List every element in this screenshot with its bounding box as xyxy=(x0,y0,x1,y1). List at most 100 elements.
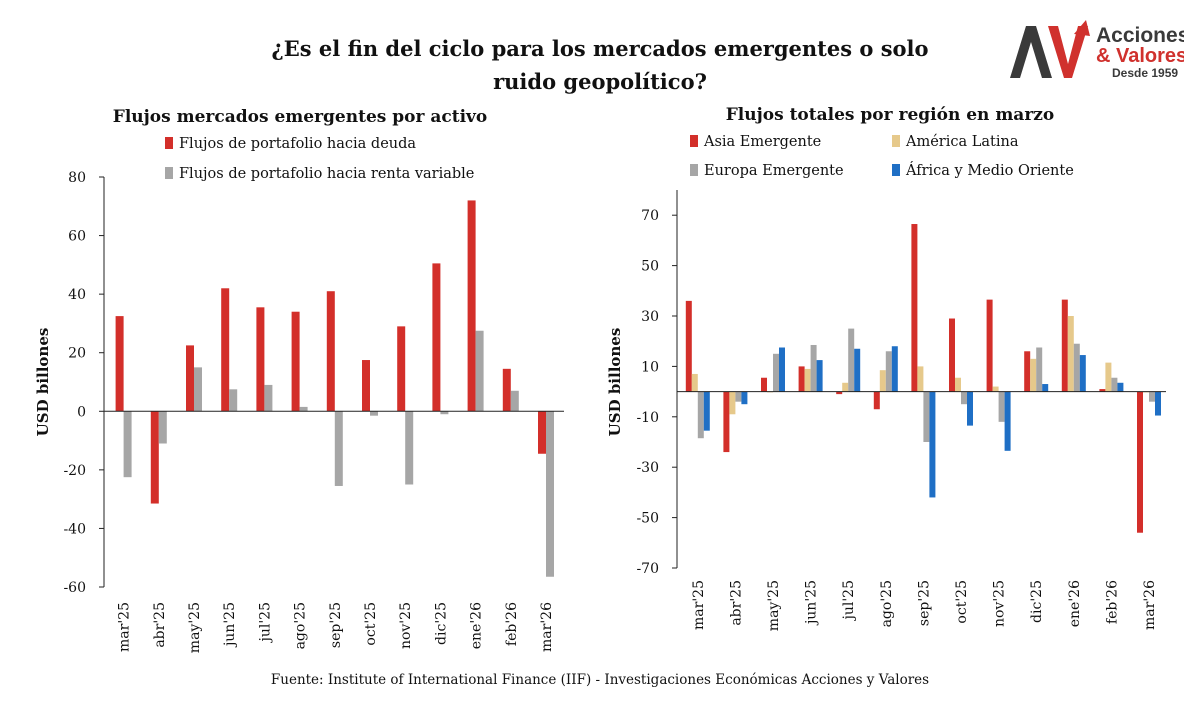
right-bar-2-5 xyxy=(842,382,849,392)
left-chart-title: Flujos mercados emergentes por activo xyxy=(112,107,488,127)
left-y-tick-label: -40 xyxy=(63,521,86,537)
right-legend-swatch-1 xyxy=(690,135,698,147)
right-x-tick-label: dic'25 xyxy=(1029,580,1045,623)
right-y-tick-label: -50 xyxy=(636,511,659,527)
right-bar-1-10 xyxy=(1024,351,1031,392)
left-bar-2-9 xyxy=(405,411,414,485)
right-bar-2-10 xyxy=(1030,358,1037,392)
right-x-tick-label: nov'25 xyxy=(992,580,1008,627)
main-title-line2: ruido geopolítico? xyxy=(493,69,707,94)
right-y-tick-label: 10 xyxy=(641,359,659,375)
right-bar-4-6 xyxy=(891,346,898,392)
left-bar-2-10 xyxy=(440,411,449,415)
left-legend-swatch-2 xyxy=(165,167,173,179)
right-bar-2-6 xyxy=(879,370,886,392)
source-note: Fuente: Institute of International Finan… xyxy=(270,672,930,688)
right-bar-1-13 xyxy=(1137,391,1143,533)
left-bar-1-2 xyxy=(150,411,159,504)
left-y-axis-title: USD billones xyxy=(34,328,52,437)
right-bar-1-7 xyxy=(911,224,918,392)
right-bar-3-4 xyxy=(810,344,817,392)
right-bar-3-2 xyxy=(735,391,742,402)
left-bar-2-13 xyxy=(546,411,554,577)
right-legend-label-3: Europa Emergente xyxy=(704,163,844,179)
logo-line1: Acciones xyxy=(1096,24,1184,47)
right-x-tick-label: abr'25 xyxy=(728,580,744,626)
right-bar-2-8 xyxy=(955,377,961,392)
left-legend-label-2: Flujos de portafolio hacia renta variabl… xyxy=(179,166,474,182)
right-legend-label-2: América Latina xyxy=(905,134,1019,150)
left-y-tick-label: -60 xyxy=(63,580,86,596)
right-bar-4-1 xyxy=(703,391,710,431)
right-bar-1-4 xyxy=(798,366,805,392)
right-y-tick-label: -70 xyxy=(636,561,659,577)
right-bar-1-6 xyxy=(873,391,880,410)
right-bar-4-11 xyxy=(1079,355,1086,392)
left-x-tick-label: jul'25 xyxy=(257,602,273,644)
left-bar-2-2 xyxy=(158,411,167,444)
right-bar-4-10 xyxy=(1042,384,1049,392)
right-bar-3-1 xyxy=(697,391,704,439)
right-legend-swatch-3 xyxy=(690,164,698,176)
right-bar-3-10 xyxy=(1036,347,1043,392)
left-bar-1-9 xyxy=(397,326,406,412)
left-y-tick-label: 80 xyxy=(68,170,86,186)
right-bar-4-7 xyxy=(929,391,936,498)
right-bar-1-5 xyxy=(836,391,843,395)
right-bar-1-3 xyxy=(761,377,767,392)
right-bar-1-8 xyxy=(949,318,955,392)
right-bar-2-7 xyxy=(917,366,924,392)
right-bar-1-12 xyxy=(1099,389,1106,392)
right-bar-2-4 xyxy=(804,368,811,392)
left-bar-1-4 xyxy=(221,288,230,412)
right-bar-3-13 xyxy=(1149,391,1155,402)
left-bar-2-3 xyxy=(194,367,202,412)
right-bar-1-1 xyxy=(685,300,692,392)
right-bar-3-8 xyxy=(961,391,967,405)
left-bar-1-7 xyxy=(326,291,335,412)
main-title-line1: ¿Es el fin del ciclo para los mercados e… xyxy=(271,36,929,61)
left-legend-swatch-1 xyxy=(165,137,173,149)
left-bar-1-10 xyxy=(432,263,441,412)
left-bar-1-5 xyxy=(256,307,265,412)
left-y-tick-label: 60 xyxy=(68,229,86,245)
right-legend-label-4: África y Medio Oriente xyxy=(905,161,1074,179)
acciones-y-valores-logo: Acciones & Valores Desde 1959 xyxy=(1004,20,1189,84)
left-x-tick-label: dic'25 xyxy=(433,602,449,645)
left-bar-1-6 xyxy=(291,311,300,412)
right-bar-4-2 xyxy=(741,391,748,405)
left-legend-label-1: Flujos de portafolio hacia deuda xyxy=(179,136,416,152)
left-bar-1-8 xyxy=(362,360,370,412)
right-bar-4-3 xyxy=(779,347,785,392)
right-bar-2-2 xyxy=(729,391,736,415)
left-bar-2-6 xyxy=(299,406,308,412)
right-bar-4-4 xyxy=(816,360,823,392)
left-x-tick-label: feb'26 xyxy=(504,602,520,646)
left-x-tick-label: may'25 xyxy=(187,602,203,653)
right-bar-1-2 xyxy=(723,391,730,453)
right-bar-3-9 xyxy=(998,391,1005,422)
left-y-tick-label: 0 xyxy=(77,404,86,420)
left-x-tick-label: mar'25 xyxy=(117,602,133,652)
left-y-tick-label: 40 xyxy=(68,287,86,303)
right-bar-3-11 xyxy=(1073,343,1080,392)
left-bar-2-1 xyxy=(123,411,132,478)
left-bar-2-8 xyxy=(370,411,378,416)
right-bar-4-8 xyxy=(967,391,973,426)
left-x-tick-label: mar'26 xyxy=(539,602,555,652)
right-x-tick-label: may'25 xyxy=(766,580,782,631)
left-bar-2-11 xyxy=(475,330,484,412)
right-x-tick-label: jun'25 xyxy=(804,580,820,626)
right-bar-1-11 xyxy=(1061,299,1068,392)
right-y-tick-label: 70 xyxy=(641,208,659,224)
right-bar-3-6 xyxy=(885,351,892,392)
left-bar-2-7 xyxy=(334,411,343,486)
right-bar-4-9 xyxy=(1004,391,1011,451)
right-bar-3-5 xyxy=(848,328,855,392)
right-x-tick-label: ago'25 xyxy=(879,580,895,627)
right-x-tick-label: jul'25 xyxy=(841,580,857,622)
main-title: ¿Es el fin del ciclo para los mercados e… xyxy=(180,32,1020,98)
right-x-tick-label: mar'26 xyxy=(1142,580,1158,630)
right-x-tick-label: oct'25 xyxy=(954,580,970,624)
